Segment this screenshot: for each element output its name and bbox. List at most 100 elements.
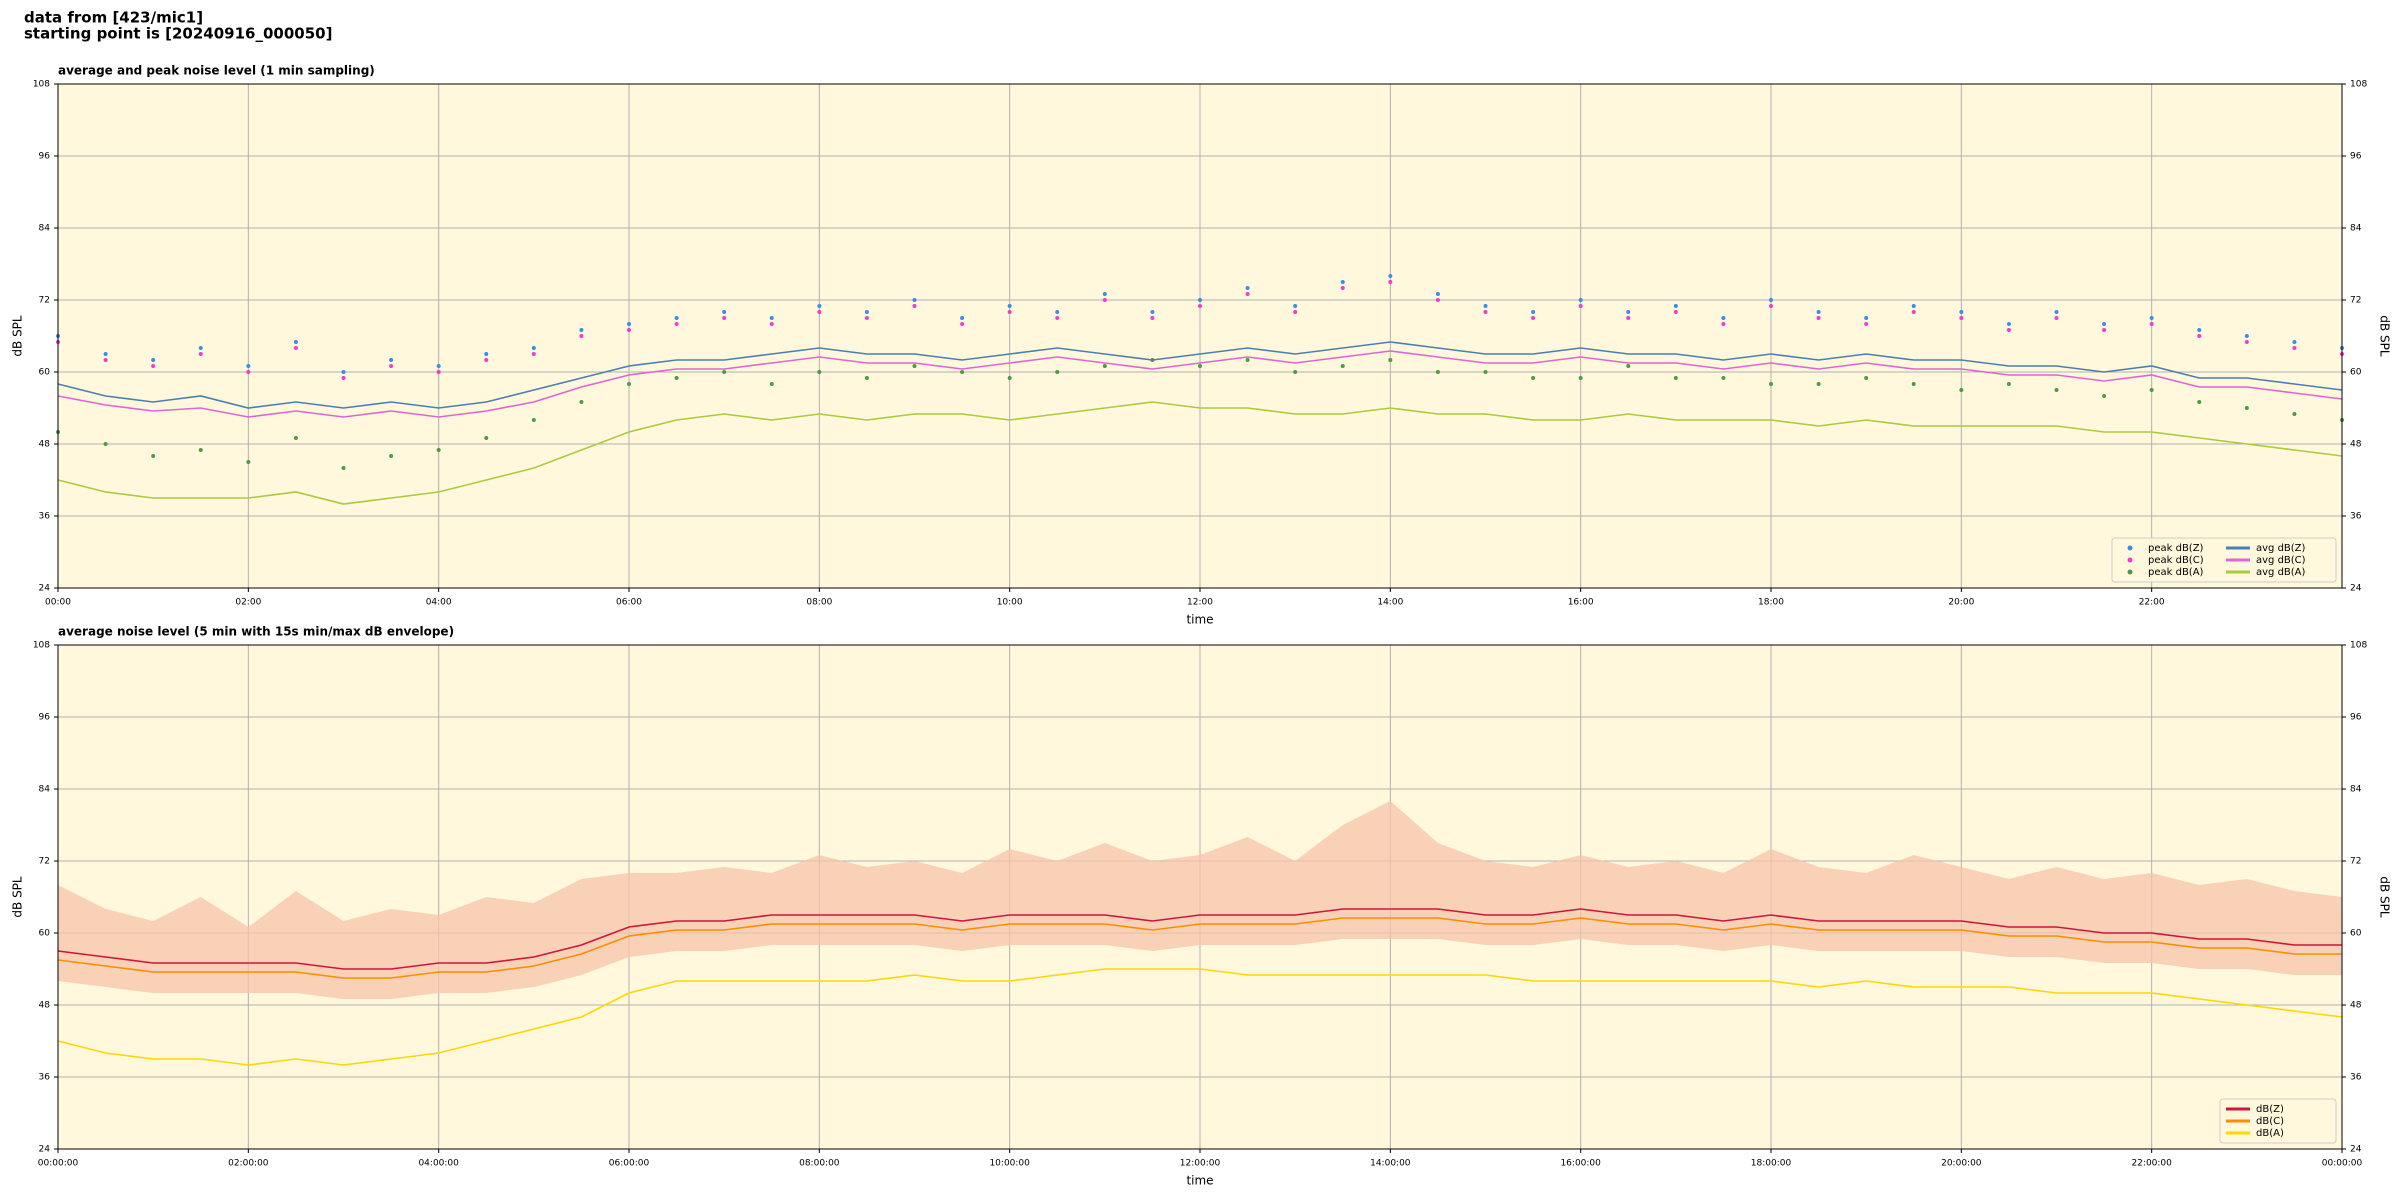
peak-dot: [1435, 370, 1440, 374]
peak-dot: [103, 442, 108, 446]
x-tick-label: 18:00:00: [1751, 1159, 1792, 1169]
peak-dot: [722, 316, 727, 320]
y-tick-label: 108: [2350, 80, 2367, 90]
peak-dot: [1816, 310, 1821, 314]
peak-dot: [627, 328, 631, 332]
peak-dot: [1578, 376, 1583, 380]
peak-dot: [103, 358, 108, 362]
x-tick-label: 10:00: [997, 598, 1023, 608]
peak-dot: [2244, 334, 2249, 338]
peak-dot: [1198, 364, 1202, 368]
peak-dot: [769, 322, 774, 326]
peak-dot: [1245, 286, 1250, 290]
legend-swatch: [2127, 569, 2133, 575]
peak-dot: [912, 364, 917, 368]
y-tick-label: 84: [2350, 785, 2362, 795]
legend-label: avg dB(A): [2256, 567, 2306, 578]
peak-dot: [389, 364, 394, 368]
peak-dot: [531, 418, 536, 422]
peak-dot: [2006, 328, 2011, 332]
peak-dot: [1673, 310, 1678, 314]
x-tick-label: 10:00:00: [989, 1159, 1030, 1169]
x-tick-label: 12:00: [1187, 598, 1213, 608]
y-tick-label: 96: [39, 152, 51, 162]
legend-label: peak dB(A): [2148, 567, 2204, 578]
y-axis-label: dB SPL: [2378, 315, 2392, 357]
peak-dot: [1198, 298, 1202, 302]
peak-dot: [293, 436, 298, 440]
y-tick-label: 96: [39, 713, 51, 723]
header-line: data from [423/mic1]: [24, 9, 203, 27]
peak-dot: [2149, 388, 2154, 392]
y-tick-label: 36: [2350, 512, 2362, 522]
peak-dot: [1150, 316, 1155, 320]
y-axis-label: dB SPL: [11, 315, 25, 357]
y-tick-label: 72: [2350, 857, 2361, 867]
peak-dot: [864, 310, 869, 314]
y-tick-label: 60: [2350, 929, 2362, 939]
x-tick-label: 08:00:00: [799, 1159, 840, 1169]
x-tick-label: 16:00: [1568, 598, 1594, 608]
peak-dot: [198, 346, 203, 350]
peak-dot: [2102, 322, 2107, 326]
peak-dot: [674, 322, 679, 326]
peak-dot: [1864, 316, 1869, 320]
x-tick-label: 16:00:00: [1560, 1159, 1601, 1169]
peak-dot: [1578, 298, 1583, 302]
peak-dot: [1626, 316, 1631, 320]
x-tick-label: 00:00:00: [2322, 1159, 2363, 1169]
peak-dot: [1721, 322, 1726, 326]
peak-dot: [1959, 310, 1964, 314]
peak-dot: [1102, 364, 1107, 368]
peak-dot: [1673, 376, 1678, 380]
peak-dot: [1388, 280, 1393, 284]
peak-dot: [674, 376, 679, 380]
peak-dot: [864, 316, 869, 320]
peak-dot: [1293, 310, 1298, 314]
peak-dot: [817, 370, 822, 374]
series-line: [57, 401, 2343, 505]
peak-dot: [1769, 298, 1773, 302]
peak-dot: [1055, 310, 1060, 314]
series-line: [57, 908, 2342, 970]
x-tick-label: 14:00:00: [1370, 1159, 1411, 1169]
y-tick-label: 48: [2350, 1001, 2362, 1011]
peak-dot: [1245, 358, 1250, 362]
peak-dot: [579, 334, 584, 338]
y-axis-label: dB SPL: [2378, 876, 2392, 918]
legend-label: avg dB(Z): [2256, 543, 2306, 554]
y-tick-label: 24: [2350, 1145, 2362, 1155]
peak-dot: [960, 370, 965, 374]
peak-dot: [2244, 340, 2249, 344]
peak-dot: [2244, 406, 2249, 410]
x-tick-label: 02:00: [235, 598, 261, 608]
peak-dot: [579, 328, 584, 332]
peak-dot: [1388, 274, 1393, 278]
y-tick-label: 36: [39, 1073, 51, 1083]
peak-dot: [246, 460, 251, 464]
x-tick-label: 04:00:00: [418, 1159, 459, 1169]
legend-label: dB(C): [2256, 1116, 2284, 1127]
y-tick-label: 96: [2350, 713, 2362, 723]
peak-dot: [1245, 292, 1250, 296]
x-tick-label: 22:00:00: [2131, 1159, 2172, 1169]
peak-dot: [1055, 316, 1060, 320]
peak-dot: [1007, 304, 1012, 308]
peak-dot: [1864, 376, 1869, 380]
x-tick-label: 22:00: [2139, 598, 2165, 608]
y-tick-label: 36: [39, 512, 51, 522]
y-tick-label: 84: [39, 224, 51, 234]
peak-dot: [912, 304, 917, 308]
peak-dot: [2197, 328, 2202, 332]
y-tick-label: 72: [39, 857, 50, 867]
header-line: starting point is [20240916_000050]: [24, 25, 332, 43]
peak-dot: [389, 358, 394, 362]
peak-dot: [389, 454, 394, 458]
peak-dot: [1911, 382, 1916, 386]
y-tick-label: 84: [39, 785, 51, 795]
peak-dot: [2292, 346, 2297, 350]
peak-dot: [2149, 322, 2154, 326]
y-tick-label: 24: [2350, 584, 2362, 594]
legend-label: avg dB(C): [2256, 555, 2306, 566]
